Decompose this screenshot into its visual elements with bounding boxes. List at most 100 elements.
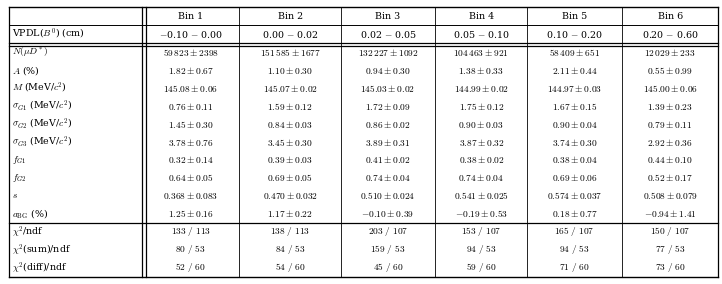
Text: $12\,029 \pm 233$: $12\,029 \pm 233$ <box>645 47 696 58</box>
Text: $59\,823 \pm 2398$: $59\,823 \pm 2398$ <box>162 47 219 58</box>
Text: $2.92 \pm 0.36$: $2.92 \pm 0.36$ <box>647 137 693 147</box>
Text: $150\ /\ 107$: $150\ /\ 107$ <box>650 225 690 239</box>
Text: $77\ /\ 53$: $77\ /\ 53$ <box>655 243 685 256</box>
Text: $3.78 \pm 0.76$: $3.78 \pm 0.76$ <box>168 137 214 147</box>
Text: $2.11 \pm 0.44$: $2.11 \pm 0.44$ <box>552 64 598 76</box>
Text: Bin 1: Bin 1 <box>178 12 204 21</box>
Text: $-0.94 \pm 1.41$: $-0.94 \pm 1.41$ <box>644 208 697 220</box>
Text: $0.76 \pm 0.11$: $0.76 \pm 0.11$ <box>168 101 214 112</box>
Text: $145.03 \pm 0.02$: $145.03 \pm 0.02$ <box>360 83 416 93</box>
Text: $s$: $s$ <box>12 191 17 201</box>
Text: $0.79 \pm 0.11$: $0.79 \pm 0.11$ <box>648 118 693 130</box>
Text: $-$0.10 $-$ 0.00: $-$0.10 $-$ 0.00 <box>159 29 223 39</box>
Text: $0.64 \pm 0.05$: $0.64 \pm 0.05$ <box>168 172 214 183</box>
Text: VPDL($B^0$) (cm): VPDL($B^0$) (cm) <box>12 27 84 41</box>
Text: $84\ /\ 53$: $84\ /\ 53$ <box>275 243 305 256</box>
Text: Bin 2: Bin 2 <box>277 12 303 21</box>
Text: $0.32 \pm 0.14$: $0.32 \pm 0.14$ <box>168 154 214 166</box>
Text: $0.69 \pm 0.05$: $0.69 \pm 0.05$ <box>267 172 313 183</box>
Text: $144.97 \pm 0.03$: $144.97 \pm 0.03$ <box>547 83 602 93</box>
Text: $\chi^2$(sum)/ndf: $\chi^2$(sum)/ndf <box>12 242 71 258</box>
Text: $3.74 \pm 0.30$: $3.74 \pm 0.30$ <box>552 137 598 147</box>
Text: $3.45 \pm 0.30$: $3.45 \pm 0.30$ <box>267 137 313 147</box>
Text: $3.89 \pm 0.31$: $3.89 \pm 0.31$ <box>365 137 411 147</box>
Text: $0.574 \pm 0.037$: $0.574 \pm 0.037$ <box>547 191 602 201</box>
Text: $1.25 \pm 0.16$: $1.25 \pm 0.16$ <box>168 208 214 220</box>
Text: $0.90 \pm 0.04$: $0.90 \pm 0.04$ <box>552 118 598 130</box>
Text: $0.86 \pm 0.02$: $0.86 \pm 0.02$ <box>365 118 411 130</box>
Text: $165\ /\ 107$: $165\ /\ 107$ <box>554 225 595 239</box>
Text: $0.55 \pm 0.99$: $0.55 \pm 0.99$ <box>647 64 693 76</box>
Text: 0.10 $-$ 0.20: 0.10 $-$ 0.20 <box>547 29 603 39</box>
Text: $71\ /\ 60$: $71\ /\ 60$ <box>560 261 590 274</box>
Text: $1.82 \pm 0.67$: $1.82 \pm 0.67$ <box>168 64 214 76</box>
Text: $58\,409 \pm 651$: $58\,409 \pm 651$ <box>549 47 600 58</box>
Text: Bin 3: Bin 3 <box>375 12 401 21</box>
Text: $104\,463 \pm 921$: $104\,463 \pm 921$ <box>453 47 509 58</box>
Text: $\chi^2$(diff)/ndf: $\chi^2$(diff)/ndf <box>12 260 67 275</box>
Text: $f_{G2}$: $f_{G2}$ <box>12 172 26 184</box>
Text: $203\ /\ 107$: $203\ /\ 107$ <box>367 225 408 239</box>
Text: $0.470 \pm 0.032$: $0.470 \pm 0.032$ <box>263 191 318 201</box>
Text: $-0.19 \pm 0.53$: $-0.19 \pm 0.53$ <box>455 208 508 220</box>
Text: $1.67 \pm 0.15$: $1.67 \pm 0.15$ <box>552 101 598 112</box>
Text: $0.74 \pm 0.04$: $0.74 \pm 0.04$ <box>458 172 504 183</box>
Text: $153\ /\ 107$: $153\ /\ 107$ <box>461 225 502 239</box>
Text: $52\ /\ 60$: $52\ /\ 60$ <box>175 261 206 274</box>
Text: $0.69 \pm 0.06$: $0.69 \pm 0.06$ <box>552 172 598 183</box>
Text: 0.02 $-$ 0.05: 0.02 $-$ 0.05 <box>360 29 417 39</box>
Text: $145.00 \pm 0.06$: $145.00 \pm 0.06$ <box>643 83 697 93</box>
Text: 0.00 $-$ 0.02: 0.00 $-$ 0.02 <box>261 29 318 39</box>
Text: $0.38 \pm 0.04$: $0.38 \pm 0.04$ <box>552 154 598 166</box>
Text: $1.72 \pm 0.09$: $1.72 \pm 0.09$ <box>365 101 411 112</box>
Text: $159\ /\ 53$: $159\ /\ 53$ <box>370 243 406 256</box>
Text: $1.38 \pm 0.33$: $1.38 \pm 0.33$ <box>458 64 504 76</box>
Text: $0.38 \pm 0.02$: $0.38 \pm 0.02$ <box>458 154 504 166</box>
Text: 0.20 $-$ 0.60: 0.20 $-$ 0.60 <box>642 29 698 39</box>
Text: $a_{\rm BG}$ (%): $a_{\rm BG}$ (%) <box>12 207 48 221</box>
Text: $145.07 \pm 0.02$: $145.07 \pm 0.02$ <box>263 83 318 93</box>
Text: $N(\mu D^*)$: $N(\mu D^*)$ <box>12 45 48 59</box>
Text: $\sigma_{G1}$ (MeV/$c^2$): $\sigma_{G1}$ (MeV/$c^2$) <box>12 99 71 113</box>
Text: $1.10 \pm 0.30$: $1.10 \pm 0.30$ <box>267 64 313 76</box>
Text: $0.18 \pm 0.77$: $0.18 \pm 0.77$ <box>552 208 598 220</box>
Text: Bin 6: Bin 6 <box>658 12 683 21</box>
Text: $0.44 \pm 0.10$: $0.44 \pm 0.10$ <box>647 154 693 166</box>
Text: $59\ /\ 60$: $59\ /\ 60$ <box>466 261 497 274</box>
Text: $1.45 \pm 0.30$: $1.45 \pm 0.30$ <box>168 118 214 130</box>
Text: $1.17 \pm 0.22$: $1.17 \pm 0.22$ <box>267 208 313 220</box>
Text: $0.508 \pm 0.079$: $0.508 \pm 0.079$ <box>643 191 697 201</box>
Text: $0.541 \pm 0.025$: $0.541 \pm 0.025$ <box>454 191 509 201</box>
Text: $73\ /\ 60$: $73\ /\ 60$ <box>655 261 685 274</box>
Text: $\chi^2$/ndf: $\chi^2$/ndf <box>12 224 43 240</box>
Text: $132\,227 \pm 1092$: $132\,227 \pm 1092$ <box>357 47 418 58</box>
Text: $138\ /\ 113$: $138\ /\ 113$ <box>270 225 310 239</box>
Text: $0.84 \pm 0.03$: $0.84 \pm 0.03$ <box>267 118 313 130</box>
Text: $\sigma_{G3}$ (MeV/$c^2$): $\sigma_{G3}$ (MeV/$c^2$) <box>12 135 71 149</box>
Text: $A$ (%): $A$ (%) <box>12 64 40 76</box>
Text: $94\ /\ 53$: $94\ /\ 53$ <box>560 243 590 256</box>
Text: $\sigma_{G2}$ (MeV/$c^2$): $\sigma_{G2}$ (MeV/$c^2$) <box>12 117 71 131</box>
Text: $0.510 \pm 0.024$: $0.510 \pm 0.024$ <box>360 191 416 201</box>
Text: $0.52 \pm 0.17$: $0.52 \pm 0.17$ <box>647 172 693 183</box>
Text: $80\ /\ 53$: $80\ /\ 53$ <box>175 243 206 256</box>
Text: $1.59 \pm 0.12$: $1.59 \pm 0.12$ <box>267 101 313 112</box>
Text: $-0.10 \pm 0.39$: $-0.10 \pm 0.39$ <box>362 208 414 220</box>
Text: $145.08 \pm 0.06$: $145.08 \pm 0.06$ <box>163 83 218 93</box>
Text: $0.74 \pm 0.04$: $0.74 \pm 0.04$ <box>365 172 411 183</box>
Text: $0.90 \pm 0.03$: $0.90 \pm 0.03$ <box>458 118 504 130</box>
Text: $1.75 \pm 0.12$: $1.75 \pm 0.12$ <box>458 101 504 112</box>
Text: $54\ /\ 60$: $54\ /\ 60$ <box>274 261 305 274</box>
Text: $94\ /\ 53$: $94\ /\ 53$ <box>466 243 497 256</box>
Text: Bin 4: Bin 4 <box>469 12 494 21</box>
Text: $133\ /\ 113$: $133\ /\ 113$ <box>170 225 211 239</box>
Text: $0.39 \pm 0.03$: $0.39 \pm 0.03$ <box>267 154 313 166</box>
Text: $151\,585 \pm 1677$: $151\,585 \pm 1677$ <box>259 47 321 58</box>
Text: $f_{G1}$: $f_{G1}$ <box>12 154 26 166</box>
Text: $144.99 \pm 0.02$: $144.99 \pm 0.02$ <box>454 83 509 93</box>
Text: $1.39 \pm 0.23$: $1.39 \pm 0.23$ <box>647 101 693 112</box>
Text: $0.368 \pm 0.083$: $0.368 \pm 0.083$ <box>163 191 218 201</box>
Text: 0.05 $-$ 0.10: 0.05 $-$ 0.10 <box>453 29 510 39</box>
Text: Bin 5: Bin 5 <box>562 12 587 21</box>
Text: $0.94 \pm 0.30$: $0.94 \pm 0.30$ <box>365 64 411 76</box>
